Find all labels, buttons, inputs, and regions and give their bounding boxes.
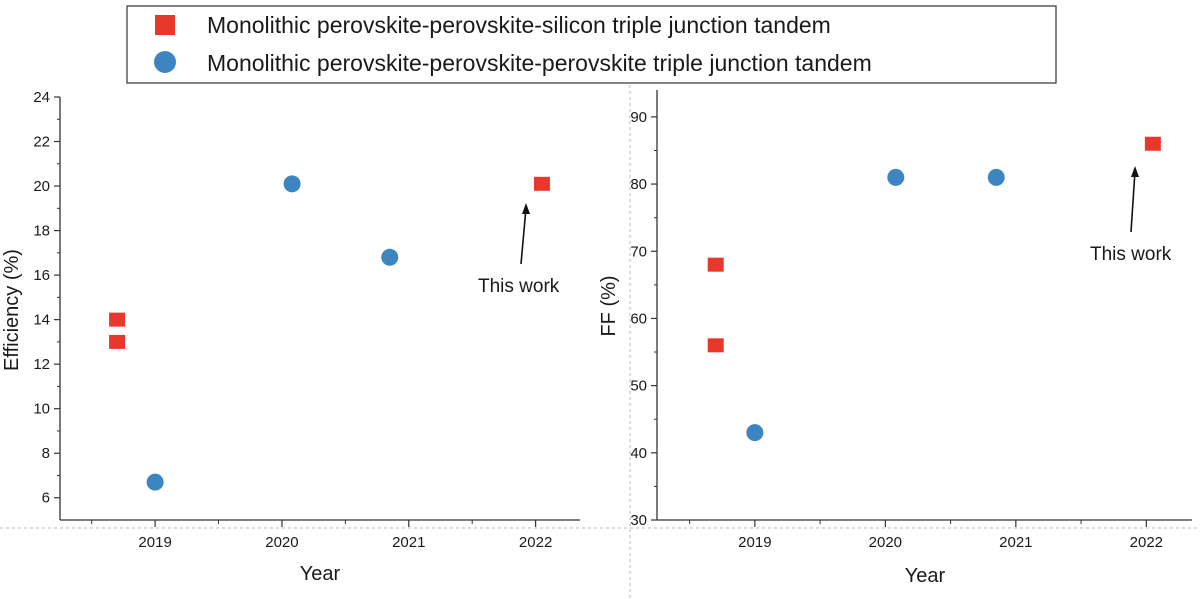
ff-x-tick-label: 2021 xyxy=(999,534,1032,551)
ff-point-all-perovskite-tandem xyxy=(746,424,764,442)
ff-x-tick-label: 2022 xyxy=(1130,534,1163,551)
legend-marker-circle xyxy=(154,51,176,73)
legend-entry-all-perovskite-tandem: Monolithic perovskite-perovskite-perovsk… xyxy=(207,50,872,76)
ff-y-tick-label: 40 xyxy=(630,445,647,462)
legend: Monolithic perovskite-perovskite-silicon… xyxy=(126,5,1057,84)
efficiency-x-axis-label: Year xyxy=(300,563,341,585)
ff-x-tick-label: 2019 xyxy=(738,534,771,551)
efficiency-y-tick-label: 20 xyxy=(33,178,50,195)
efficiency-y-tick-label: 22 xyxy=(33,134,50,151)
efficiency-marks xyxy=(109,175,550,491)
efficiency-x-tick-label: 2020 xyxy=(265,534,298,551)
legend-box xyxy=(126,5,1057,84)
ff-y-tick-label: 30 xyxy=(630,512,647,529)
ff-arrow-head xyxy=(1131,166,1139,177)
ff-y-tick-label: 60 xyxy=(630,310,647,327)
ff-annotation: This work xyxy=(1090,166,1172,265)
efficiency-y-tick-label: 8 xyxy=(42,445,50,462)
efficiency-y-tick-label: 10 xyxy=(33,401,50,418)
ff-point-silicon-tandem xyxy=(707,257,724,272)
efficiency-point-silicon-tandem xyxy=(109,312,126,327)
ff-annotation-arrow xyxy=(1130,170,1136,233)
efficiency-y-tick-label: 6 xyxy=(42,490,50,507)
efficiency-annotation-arrow xyxy=(520,207,527,265)
efficiency-point-silicon-tandem xyxy=(109,334,126,349)
ff-y-tick-label: 50 xyxy=(630,378,647,395)
legend-entry-silicon-tandem: Monolithic perovskite-perovskite-silicon… xyxy=(207,12,831,38)
ff-point-silicon-tandem xyxy=(1144,136,1161,151)
ff-chart: 2019 2020 2021 2022 30 40 50 60 70 80 90 This work… xyxy=(598,90,1192,587)
ff-point-all-perovskite-tandem xyxy=(887,168,905,186)
legend-marker-square xyxy=(155,15,175,35)
ff-y-tick-label: 80 xyxy=(630,176,647,193)
efficiency-y-tick-label: 14 xyxy=(33,312,50,329)
efficiency-x-tick-label: 2019 xyxy=(138,534,171,551)
efficiency-point-all-perovskite-tandem xyxy=(283,175,301,193)
efficiency-point-all-perovskite-tandem xyxy=(146,473,164,491)
ff-point-silicon-tandem xyxy=(707,338,724,353)
efficiency-y-tick-label: 12 xyxy=(33,356,50,373)
efficiency-y-tick-label: 24 xyxy=(33,89,50,106)
ff-ticks: 2019 2020 2021 2022 30 40 50 60 70 80 90 xyxy=(630,109,1163,551)
efficiency-y-axis-label: Efficiency (%) xyxy=(1,249,23,371)
ff-y-tick-label: 70 xyxy=(630,243,647,260)
ff-y-tick-label: 90 xyxy=(630,109,647,126)
efficiency-annotation-label: This work xyxy=(478,276,560,297)
efficiency-y-tick-label: 18 xyxy=(33,223,50,240)
ff-marks xyxy=(707,136,1161,442)
efficiency-arrow-head xyxy=(522,203,530,214)
ff-annotation-label: This work xyxy=(1090,244,1172,265)
efficiency-x-tick-label: 2022 xyxy=(519,534,552,551)
ff-y-axis-label: FF (%) xyxy=(598,275,620,336)
efficiency-point-all-perovskite-tandem xyxy=(381,248,399,266)
ff-point-all-perovskite-tandem xyxy=(987,168,1005,186)
ff-x-axis-label: Year xyxy=(905,565,946,587)
efficiency-x-tick-label: 2021 xyxy=(392,534,425,551)
efficiency-annotation: This work xyxy=(478,203,560,297)
ff-x-tick-label: 2020 xyxy=(869,534,902,551)
efficiency-point-silicon-tandem xyxy=(533,176,550,191)
efficiency-y-tick-label: 16 xyxy=(33,267,50,284)
